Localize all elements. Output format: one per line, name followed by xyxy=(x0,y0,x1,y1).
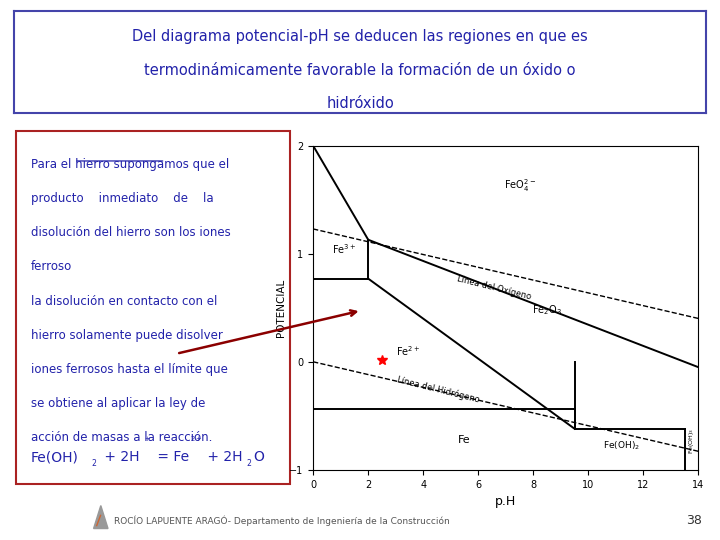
Text: = Fe: = Fe xyxy=(153,450,189,464)
Text: Fe(OH)$_2$: Fe(OH)$_2$ xyxy=(603,439,640,451)
Text: acción de masas a la reacción.: acción de masas a la reacción. xyxy=(31,431,212,444)
Text: Fe: Fe xyxy=(458,435,471,445)
Text: se obtiene al aplicar la ley de: se obtiene al aplicar la ley de xyxy=(31,397,205,410)
Text: producto    inmediato    de    la: producto inmediato de la xyxy=(31,192,214,205)
Text: ROCÍO LAPUENTE ARAGÓ- Departamento de Ingeniería de la Construcción: ROCÍO LAPUENTE ARAGÓ- Departamento de In… xyxy=(114,516,449,526)
Text: $_2$: $_2$ xyxy=(246,457,252,470)
Text: hierro solamente puede disolver: hierro solamente puede disolver xyxy=(31,329,223,342)
Polygon shape xyxy=(96,515,101,526)
Text: ferroso: ferroso xyxy=(31,260,72,273)
Text: Del diagrama potencial-pH se deducen las regiones en que es: Del diagrama potencial-pH se deducen las… xyxy=(132,29,588,44)
Text: $_2$: $_2$ xyxy=(91,457,97,470)
Text: Fe(OH)$_3$: Fe(OH)$_3$ xyxy=(687,428,696,455)
Text: Fe$^{2+}$: Fe$^{2+}$ xyxy=(396,345,420,359)
Y-axis label: POTENCIAL: POTENCIAL xyxy=(276,279,287,337)
Text: 38: 38 xyxy=(686,514,702,527)
Text: O: O xyxy=(253,450,264,464)
Text: Para el hierro supongamos que el: Para el hierro supongamos que el xyxy=(31,158,229,171)
Text: FeO$_4^{2-}$: FeO$_4^{2-}$ xyxy=(503,177,536,194)
Text: Línea del Hidrógeno: Línea del Hidrógeno xyxy=(396,375,480,405)
Text: Fe$^{3+}$: Fe$^{3+}$ xyxy=(333,242,356,256)
Text: disolución del hierro son los iones: disolución del hierro son los iones xyxy=(31,226,231,239)
Text: Línea del Oxígeno: Línea del Oxígeno xyxy=(456,274,532,301)
Text: Fe(OH): Fe(OH) xyxy=(31,450,79,464)
Text: Fe$_2$O$_3$: Fe$_2$O$_3$ xyxy=(532,303,562,317)
Text: iones ferrosos hasta el límite que: iones ferrosos hasta el límite que xyxy=(31,363,228,376)
Text: la disolución en contacto con el: la disolución en contacto con el xyxy=(31,295,217,308)
FancyBboxPatch shape xyxy=(16,131,290,484)
Polygon shape xyxy=(94,505,108,529)
Text: $^+$: $^+$ xyxy=(143,436,152,446)
Text: $^{2+}$: $^{2+}$ xyxy=(190,436,203,446)
Text: + 2H: + 2H xyxy=(100,450,140,464)
Text: termodinámicamente favorable la formación de un óxido o: termodinámicamente favorable la formació… xyxy=(144,63,576,78)
X-axis label: p.H: p.H xyxy=(495,495,516,508)
Text: hidróxido: hidróxido xyxy=(326,96,394,111)
Text: + 2H: + 2H xyxy=(203,450,243,464)
